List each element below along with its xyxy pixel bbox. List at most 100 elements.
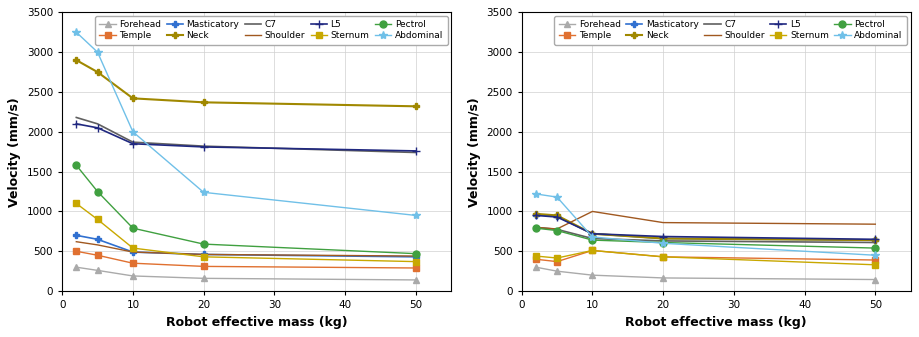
Line: Abdominal: Abdominal xyxy=(532,190,879,259)
L5 xyxy=(410,149,421,153)
Abdominal xyxy=(410,213,421,217)
Y-axis label: Velocity (mm/s): Velocity (mm/s) xyxy=(8,97,21,207)
Neck xyxy=(530,212,541,216)
Abdominal xyxy=(658,241,669,245)
C7 xyxy=(658,239,669,243)
C7 xyxy=(71,116,82,120)
Forehead xyxy=(199,276,210,280)
Sternum xyxy=(551,256,562,260)
Shoulder xyxy=(92,243,103,247)
Temple xyxy=(128,261,139,265)
Pectrol xyxy=(128,226,139,230)
C7 xyxy=(410,151,421,155)
L5 xyxy=(92,126,103,130)
Forehead xyxy=(530,265,541,269)
C7 xyxy=(92,122,103,126)
X-axis label: Robot effective mass (kg): Robot effective mass (kg) xyxy=(165,316,347,329)
Forehead xyxy=(869,277,880,281)
Forehead xyxy=(71,265,82,269)
Temple xyxy=(410,266,421,270)
Masticatory xyxy=(587,232,598,236)
C7 xyxy=(530,225,541,229)
Shoulder xyxy=(551,227,562,231)
Neck xyxy=(410,104,421,108)
Pectrol xyxy=(92,189,103,193)
L5 xyxy=(71,122,82,126)
L5 xyxy=(869,237,880,241)
Pectrol xyxy=(530,226,541,230)
Temple xyxy=(587,248,598,252)
Sternum xyxy=(658,255,669,259)
Line: L5: L5 xyxy=(73,120,420,155)
Neck xyxy=(587,232,598,236)
Line: C7: C7 xyxy=(76,118,415,153)
C7 xyxy=(587,237,598,241)
Temple xyxy=(530,257,541,261)
Pectrol xyxy=(658,241,669,245)
Temple xyxy=(71,249,82,253)
Temple xyxy=(551,259,562,264)
Pectrol xyxy=(551,228,562,233)
Masticatory xyxy=(92,237,103,241)
Shoulder xyxy=(410,254,421,258)
L5 xyxy=(199,145,210,149)
Line: Neck: Neck xyxy=(532,210,879,244)
Forehead xyxy=(587,273,598,277)
Abdominal xyxy=(530,192,541,196)
L5 xyxy=(658,235,669,239)
Sternum xyxy=(92,217,103,221)
Line: Pectrol: Pectrol xyxy=(73,162,419,257)
Masticatory xyxy=(128,250,139,254)
Masticatory xyxy=(551,214,562,218)
Line: Temple: Temple xyxy=(533,248,878,265)
Neck xyxy=(128,96,139,100)
C7 xyxy=(128,140,139,144)
Forehead xyxy=(551,269,562,273)
Line: Forehead: Forehead xyxy=(533,265,878,282)
Shoulder xyxy=(128,250,139,254)
Neck xyxy=(551,213,562,217)
Forehead xyxy=(410,278,421,282)
Line: Shoulder: Shoulder xyxy=(76,242,415,256)
L5 xyxy=(587,232,598,236)
Temple xyxy=(658,255,669,259)
Line: C7: C7 xyxy=(536,227,875,243)
Shoulder xyxy=(587,209,598,213)
Abdominal xyxy=(587,235,598,239)
Sternum xyxy=(199,255,210,259)
Line: Sternum: Sternum xyxy=(74,201,418,265)
Pectrol xyxy=(410,252,421,256)
Neck xyxy=(92,70,103,74)
Shoulder xyxy=(199,252,210,256)
Y-axis label: Velocity (mm/s): Velocity (mm/s) xyxy=(468,97,481,207)
C7 xyxy=(199,144,210,148)
Neck xyxy=(869,238,880,242)
Temple xyxy=(199,264,210,268)
Shoulder xyxy=(530,225,541,229)
Neck xyxy=(658,237,669,241)
Pectrol xyxy=(587,238,598,242)
Masticatory xyxy=(869,238,880,242)
L5 xyxy=(128,142,139,146)
Abdominal xyxy=(128,130,139,134)
Line: Masticatory: Masticatory xyxy=(532,211,879,244)
Line: Forehead: Forehead xyxy=(74,265,418,283)
Legend: Forehead, Temple, Masticatory, Neck, C7, Shoulder, L5, Sternum, Pectrol, Abdomin: Forehead, Temple, Masticatory, Neck, C7,… xyxy=(95,16,448,45)
Shoulder xyxy=(71,240,82,244)
Forehead xyxy=(128,274,139,278)
Line: Shoulder: Shoulder xyxy=(536,211,875,229)
Sternum xyxy=(71,202,82,206)
Temple xyxy=(869,258,880,262)
Line: Masticatory: Masticatory xyxy=(73,232,419,260)
Abdominal xyxy=(869,253,880,257)
Neck xyxy=(199,100,210,104)
Forehead xyxy=(658,276,669,280)
Sternum xyxy=(128,246,139,250)
Shoulder xyxy=(869,222,880,226)
Sternum xyxy=(530,254,541,258)
Line: Abdominal: Abdominal xyxy=(73,28,420,220)
Pectrol xyxy=(869,246,880,250)
Masticatory xyxy=(658,237,669,241)
Shoulder xyxy=(658,221,669,225)
Temple xyxy=(92,253,103,257)
